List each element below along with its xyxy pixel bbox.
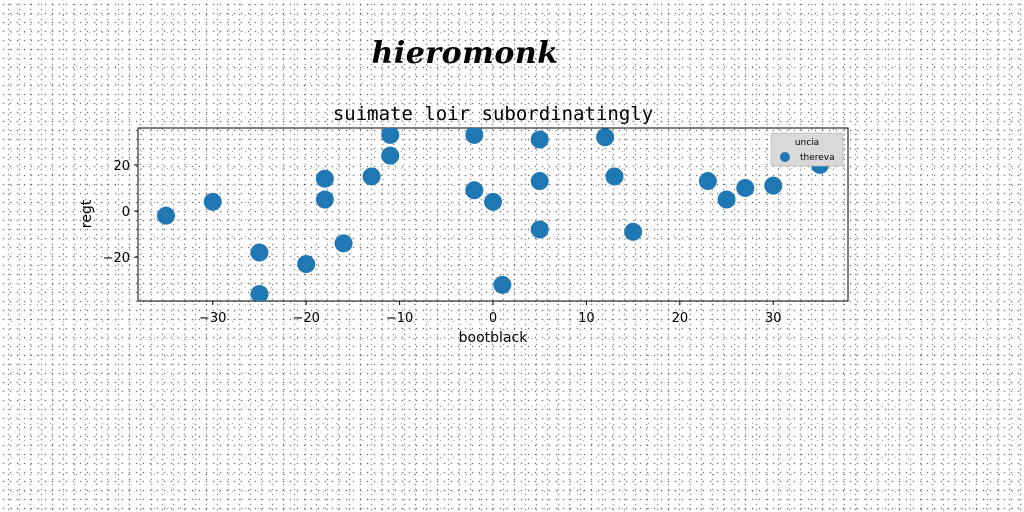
legend-marker-thereva — [780, 152, 790, 162]
scatter-point — [530, 220, 549, 239]
x-tick-label: 0 — [489, 311, 497, 326]
scatter-point — [764, 176, 783, 195]
legend-label-thereva: thereva — [800, 153, 835, 163]
scatter-point — [465, 181, 484, 200]
plot-area-frame — [137, 127, 849, 302]
scatter-point — [530, 130, 549, 149]
y-axis: −20 0 20 — [103, 159, 138, 266]
scatter-point — [624, 222, 643, 241]
x-axis-label: bootblack — [459, 330, 529, 346]
scatter-point — [250, 285, 269, 301]
y-axis-label: regt — [79, 199, 95, 228]
scatter-point — [334, 234, 353, 253]
scatter-point — [698, 172, 717, 191]
scatter-point — [315, 190, 334, 209]
scatter-point — [484, 192, 502, 211]
y-tick-label: 0 — [122, 205, 130, 220]
legend-title: uncia — [795, 138, 819, 148]
chart-title: suimate loir subordinatingly — [333, 103, 653, 125]
x-tick-label: 30 — [765, 311, 782, 326]
scatter-point — [530, 172, 549, 191]
x-tick-label: −10 — [386, 311, 413, 326]
x-tick-label: −30 — [199, 311, 226, 326]
scatter-point — [250, 243, 269, 262]
scatter-point — [596, 128, 615, 147]
x-tick-label: −20 — [292, 311, 319, 326]
scatter-point — [605, 167, 624, 186]
legend: uncia thereva — [770, 132, 844, 167]
figure-title: hieromonk — [371, 36, 559, 71]
scatter-point — [381, 146, 400, 165]
scatter-points — [157, 128, 829, 301]
scatter-point — [736, 178, 755, 197]
scatter-point — [493, 275, 512, 294]
scatter-point — [315, 169, 334, 188]
scatter-point — [717, 190, 736, 209]
x-tick-label: 20 — [672, 311, 689, 326]
y-tick-label: −20 — [103, 251, 130, 266]
scatter-point — [362, 167, 381, 186]
scatter-point — [203, 192, 222, 211]
x-axis: −30 −20 −10 0 10 20 30 — [199, 301, 782, 326]
scatter-point — [465, 128, 484, 144]
x-tick-label: 10 — [578, 311, 595, 326]
scatter-point — [381, 128, 400, 144]
y-tick-label: 20 — [113, 159, 130, 174]
scatter-point — [157, 206, 176, 225]
scatter-point — [297, 255, 316, 274]
